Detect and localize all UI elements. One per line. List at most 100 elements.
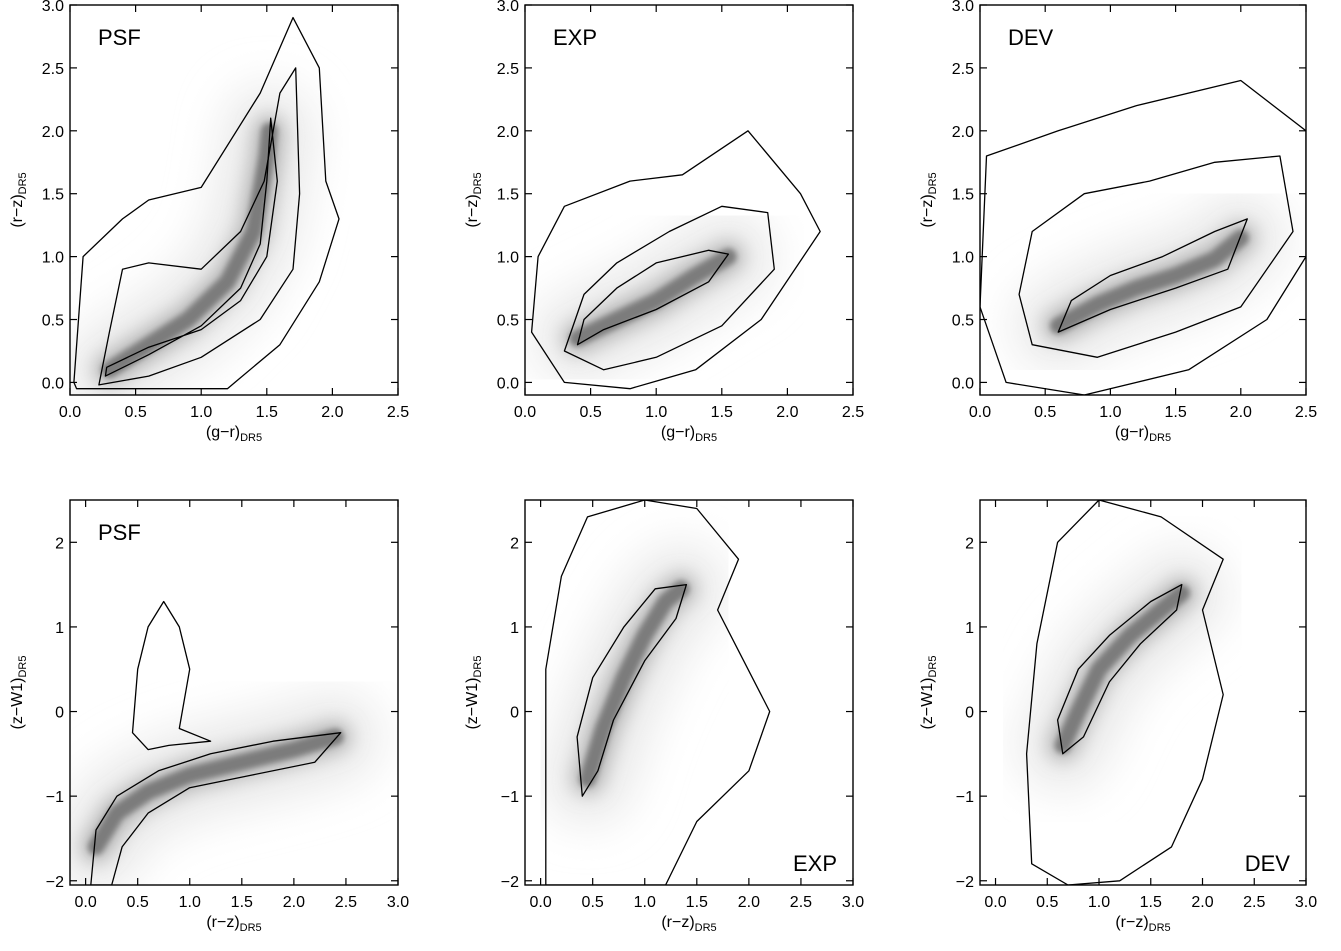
x-tick-label: 0.0 [514,404,536,421]
contour-1 [1057,218,1248,333]
x-tick-label: 2.0 [321,404,343,421]
axes-frame [979,499,1307,886]
contour-2 [98,67,301,386]
y-tick-label: 1 [965,620,974,637]
y-tick-label: 2 [55,535,64,552]
y-tick-label: 0.0 [42,375,64,392]
axes-frame [979,4,1307,396]
x-tick-label: 1.5 [711,404,733,421]
y-tick-label: 2.0 [42,124,64,141]
y-axis-label: (z−W1)DR5 [9,655,29,729]
contour-3 [73,16,340,390]
panel-label: PSF [98,520,141,545]
y-axis-label: (z−W1)DR5 [464,655,484,729]
y-tick-label: −2 [501,874,519,891]
plot-background [980,500,1306,885]
y-tick-label: 0.5 [42,313,64,330]
x-axis-label: (g−r)DR5 [206,424,262,444]
x-tick-label: 0.5 [579,404,601,421]
axes-frame [524,499,854,886]
panel-3: 0.0 0.5 1.0 1.5 2.0 2.5 0.0 0.5 1.0 1.5 2.0 2.5 3.0 (… [919,0,1317,444]
y-tick-label: 1.0 [42,250,64,267]
axes-frame [524,4,854,396]
y-tick-label: 0.0 [952,375,974,392]
x-tick-label: 2.5 [790,894,812,911]
contour-2 [1018,155,1294,358]
x-axis-label: (r−z)DR5 [661,914,716,934]
contour-1 [576,583,688,797]
contour-3 [980,79,1306,395]
x-tick-label: 3.0 [842,894,864,911]
panel-label: EXP [793,851,837,876]
contour-2 [1025,500,1224,885]
x-axis-label: (r−z)DR5 [1115,914,1170,934]
y-axis-label: (r−z)DR5 [464,172,484,227]
x-tick-label: 0.5 [1034,404,1056,421]
axes-frame [69,4,399,396]
x-tick-label: 2.0 [776,404,798,421]
y-tick-label: 1.0 [497,250,519,267]
y-tick-label: −2 [956,874,974,891]
x-tick-label: 0.0 [59,404,81,421]
y-tick-label: 2.0 [952,124,974,141]
x-tick-label: 0.0 [984,894,1006,911]
x-tick-label: 2.0 [1191,894,1213,911]
x-tick-label: 1.5 [256,404,278,421]
contour-1 [90,732,342,885]
x-tick-label: 1.0 [634,894,656,911]
plot-area [525,5,853,395]
plot-area [525,500,853,885]
y-tick-label: 0 [510,705,519,722]
y-tick-label: 3.0 [497,0,519,15]
y-axis-label: (r−z)DR5 [9,172,29,227]
x-tick-label: 0.0 [969,404,991,421]
x-tick-label: 0.5 [1036,894,1058,911]
x-tick-label: 1.0 [1099,404,1121,421]
panel-label: PSF [98,25,141,50]
contour-3 [530,130,821,390]
y-tick-label: 1.0 [952,250,974,267]
y-tick-label: −2 [46,874,64,891]
y-tick-label: −1 [46,789,64,806]
x-tick-label: 0.0 [529,894,551,911]
x-tick-label: 2.0 [1230,404,1252,421]
y-tick-label: 2.5 [497,61,519,78]
x-tick-label: 2.5 [1295,404,1317,421]
axes-frame [69,499,399,886]
y-axis-label: (r−z)DR5 [919,172,939,227]
x-tick-label: 1.5 [1164,404,1186,421]
x-tick-label: 1.0 [190,404,212,421]
x-tick-label: 2.0 [738,894,760,911]
x-tick-label: 0.5 [582,894,604,911]
plot-area [980,500,1306,885]
y-tick-label: 2.5 [42,61,64,78]
density-core [579,580,690,788]
contour-1 [1056,583,1183,755]
contour-2 [563,205,775,371]
x-tick-label: 2.5 [842,404,864,421]
x-tick-label: 1.0 [179,894,201,911]
panel-label: EXP [553,25,597,50]
panel-5: 0.0 0.5 1.0 1.5 2.0 2.5 3.0 −2 −1 0 1 2 (r−z)DR5 (z−W… [464,499,864,934]
y-axis-label: (z−W1)DR5 [919,655,939,729]
panel-label: DEV [1008,25,1054,50]
y-tick-label: 0.5 [952,313,974,330]
plot-area [70,500,398,885]
panel-label: DEV [1245,851,1291,876]
y-tick-label: 3.0 [42,0,64,15]
panel-4: 0.0 0.5 1.0 1.5 2.0 2.5 3.0 −2 −1 0 1 2 (r−z)DR5 (z−W… [9,499,409,934]
density-core [569,248,737,347]
panel-6: 0.0 0.5 1.0 1.5 2.0 2.5 3.0 −2 −1 0 1 2 (r−z)DR5 (z−W… [919,499,1317,934]
y-tick-label: 1 [55,620,64,637]
panel-2: 0.0 0.5 1.0 1.5 2.0 2.5 0.0 0.5 1.0 1.5 2.0 2.5 3.0 (… [464,0,864,444]
y-tick-label: −1 [501,789,519,806]
contour-2 [131,600,212,751]
x-tick-label: 2.5 [387,404,409,421]
density-core [88,728,344,855]
x-tick-label: 1.5 [1140,894,1162,911]
y-tick-label: 0 [965,705,974,722]
x-tick-label: 2.5 [335,894,357,911]
y-tick-label: 0 [55,705,64,722]
y-tick-label: 1.5 [42,187,64,204]
y-tick-label: 2.5 [952,61,974,78]
